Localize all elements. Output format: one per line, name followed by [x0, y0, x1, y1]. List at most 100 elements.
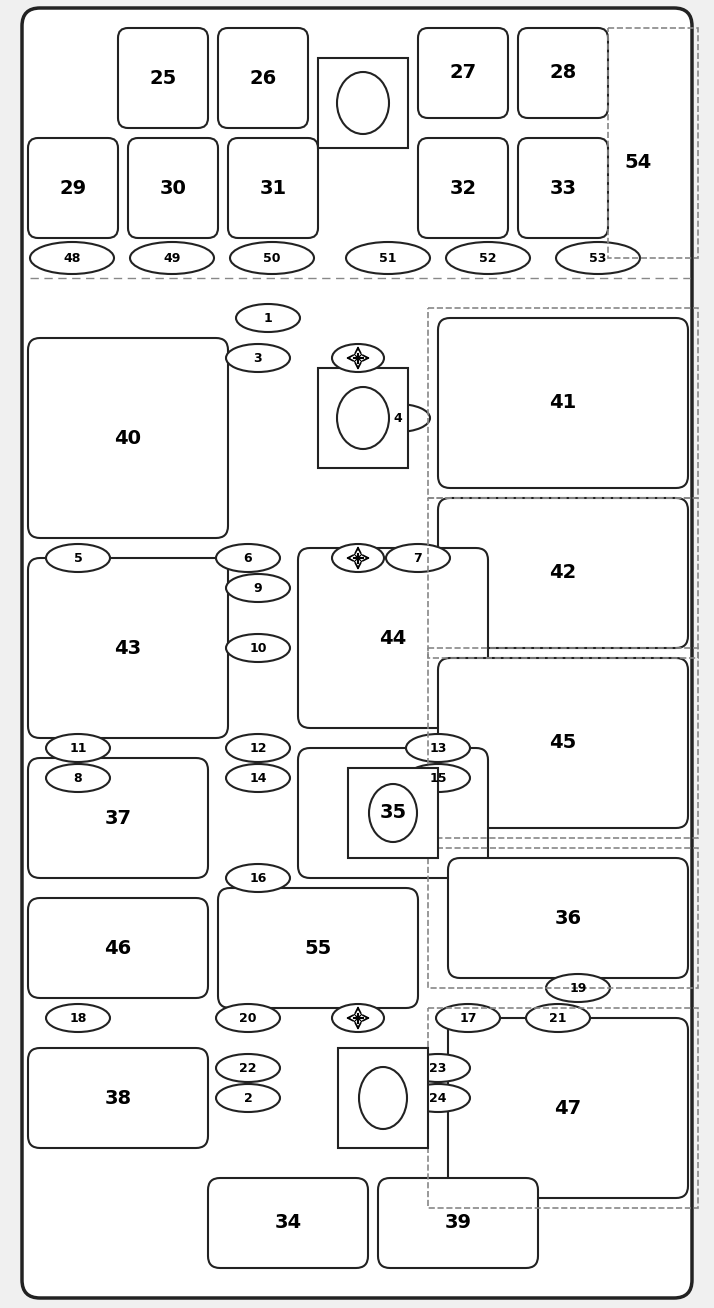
Text: 27: 27 — [449, 64, 476, 82]
Ellipse shape — [337, 72, 389, 133]
Ellipse shape — [226, 344, 290, 371]
Ellipse shape — [366, 404, 430, 432]
Text: 18: 18 — [69, 1011, 86, 1024]
Text: 50: 50 — [263, 251, 281, 264]
Text: 44: 44 — [379, 629, 407, 647]
Text: 25: 25 — [149, 68, 176, 88]
Bar — [318, 368, 408, 468]
Ellipse shape — [436, 1005, 500, 1032]
Ellipse shape — [332, 1005, 384, 1032]
Ellipse shape — [332, 544, 384, 572]
FancyBboxPatch shape — [208, 1179, 368, 1267]
Ellipse shape — [216, 1054, 280, 1082]
Bar — [338, 1048, 428, 1148]
Bar — [428, 307, 698, 498]
FancyBboxPatch shape — [418, 139, 508, 238]
Text: 15: 15 — [429, 772, 447, 785]
Ellipse shape — [526, 1005, 590, 1032]
Ellipse shape — [226, 574, 290, 602]
FancyBboxPatch shape — [298, 548, 488, 729]
Text: 19: 19 — [569, 981, 587, 994]
Text: 49: 49 — [164, 251, 181, 264]
Ellipse shape — [236, 303, 300, 332]
Ellipse shape — [406, 1084, 470, 1112]
FancyBboxPatch shape — [438, 318, 688, 488]
Text: 38: 38 — [104, 1088, 131, 1108]
Ellipse shape — [337, 387, 389, 449]
Text: 3: 3 — [253, 352, 262, 365]
Text: 36: 36 — [555, 909, 582, 927]
Text: 35: 35 — [379, 803, 406, 823]
Text: 10: 10 — [249, 641, 267, 654]
Text: 21: 21 — [549, 1011, 567, 1024]
Text: 5: 5 — [74, 552, 82, 565]
Text: 2: 2 — [243, 1091, 252, 1104]
FancyBboxPatch shape — [448, 858, 688, 978]
Ellipse shape — [346, 242, 430, 273]
Ellipse shape — [216, 1005, 280, 1032]
Text: 43: 43 — [114, 638, 141, 658]
Text: 48: 48 — [64, 251, 81, 264]
Ellipse shape — [546, 974, 610, 1002]
FancyBboxPatch shape — [228, 139, 318, 238]
Text: 42: 42 — [549, 564, 577, 582]
FancyBboxPatch shape — [28, 1048, 208, 1148]
Ellipse shape — [226, 865, 290, 892]
Ellipse shape — [30, 242, 114, 273]
Text: 54: 54 — [624, 153, 652, 173]
Text: 46: 46 — [104, 939, 131, 957]
Ellipse shape — [406, 764, 470, 793]
Ellipse shape — [226, 764, 290, 793]
Ellipse shape — [230, 242, 314, 273]
Text: 26: 26 — [249, 68, 276, 88]
Ellipse shape — [556, 242, 640, 273]
Ellipse shape — [446, 242, 530, 273]
Ellipse shape — [226, 634, 290, 662]
Bar — [318, 58, 408, 148]
Text: 13: 13 — [429, 742, 447, 755]
Text: 55: 55 — [304, 939, 331, 957]
FancyBboxPatch shape — [28, 139, 118, 238]
Text: 1: 1 — [263, 311, 272, 324]
Text: 32: 32 — [449, 178, 476, 198]
Text: 51: 51 — [379, 251, 397, 264]
Text: 28: 28 — [549, 64, 577, 82]
Text: 47: 47 — [555, 1099, 582, 1117]
FancyBboxPatch shape — [518, 139, 608, 238]
Text: 6: 6 — [243, 552, 252, 565]
Ellipse shape — [226, 734, 290, 763]
Bar — [428, 1008, 698, 1209]
Text: 22: 22 — [239, 1062, 257, 1074]
Text: 52: 52 — [479, 251, 497, 264]
Ellipse shape — [369, 783, 417, 842]
Bar — [428, 498, 698, 658]
Ellipse shape — [332, 344, 384, 371]
FancyBboxPatch shape — [218, 888, 418, 1008]
Text: 39: 39 — [445, 1214, 471, 1232]
FancyBboxPatch shape — [518, 27, 608, 118]
Ellipse shape — [46, 544, 110, 572]
Text: 14: 14 — [249, 772, 267, 785]
FancyBboxPatch shape — [438, 658, 688, 828]
Text: 11: 11 — [69, 742, 86, 755]
FancyBboxPatch shape — [128, 139, 218, 238]
FancyBboxPatch shape — [28, 337, 228, 538]
Bar — [608, 27, 698, 258]
Ellipse shape — [359, 1067, 407, 1129]
Ellipse shape — [216, 1084, 280, 1112]
FancyBboxPatch shape — [28, 759, 208, 878]
FancyBboxPatch shape — [298, 748, 488, 878]
FancyBboxPatch shape — [118, 27, 208, 128]
Ellipse shape — [406, 734, 470, 763]
Text: 4: 4 — [393, 412, 403, 425]
Text: 24: 24 — [429, 1091, 447, 1104]
Text: 40: 40 — [114, 429, 141, 447]
Text: 9: 9 — [253, 582, 262, 595]
Bar — [348, 768, 438, 858]
Text: 29: 29 — [59, 178, 86, 198]
Bar — [428, 647, 698, 838]
Text: 12: 12 — [249, 742, 267, 755]
Text: 34: 34 — [274, 1214, 301, 1232]
Text: 8: 8 — [74, 772, 82, 785]
Text: 17: 17 — [459, 1011, 477, 1024]
